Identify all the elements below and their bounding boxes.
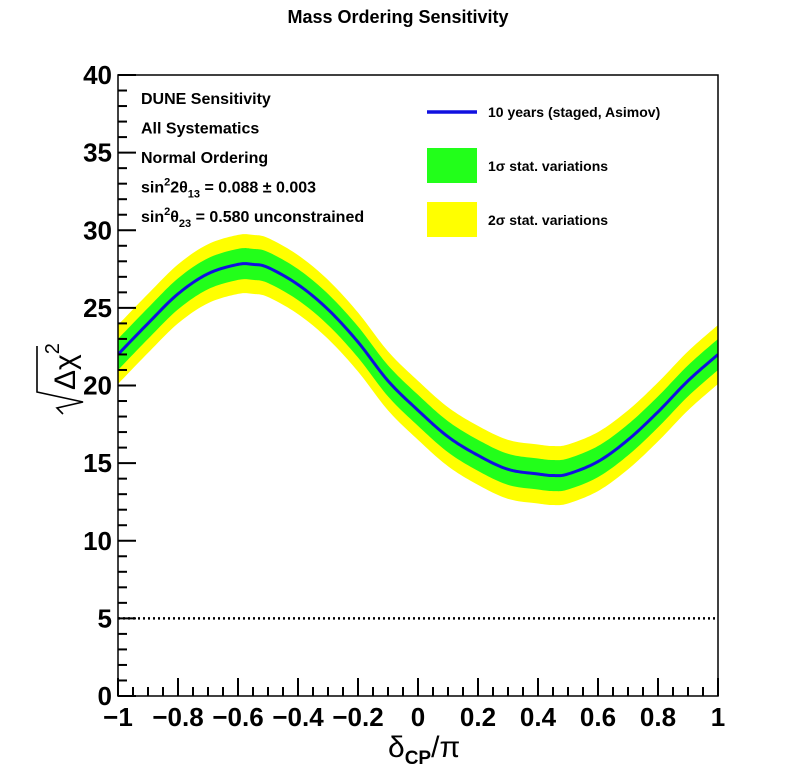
y-axis-title: Δχ2 xyxy=(36,343,84,415)
legend-swatch-2sigma xyxy=(427,202,477,237)
y-axis-title-sup: 2 xyxy=(42,343,64,354)
y-tick-label: 40 xyxy=(83,60,112,90)
sensitivity-line xyxy=(118,262,718,478)
x-tick-label: 0.2 xyxy=(460,702,496,732)
x-tick-label: 0.4 xyxy=(520,702,557,732)
x-tick-label: −1 xyxy=(103,702,133,732)
x-tick-label: 0.6 xyxy=(580,702,616,732)
annotations: DUNE Sensitivity All Systematics Normal Or… xyxy=(141,91,364,230)
x-tick-label: −0.2 xyxy=(332,702,383,732)
y-axis: 0 5 10 15 20 25 30 35 40 xyxy=(83,60,136,711)
x-axis-title-suffix: /π xyxy=(431,731,460,764)
x-tick-label: −0.4 xyxy=(272,702,324,732)
x-axis-title-sub: CP xyxy=(405,748,432,769)
legend-swatch-1sigma xyxy=(427,148,477,183)
legend-label-line: 10 years (staged, Asimov) xyxy=(488,104,660,120)
annotation-text: sin2θ23 = 0.580 unconstrained xyxy=(141,206,364,230)
chart-title: Mass Ordering Sensitivity xyxy=(287,7,508,27)
legend: 10 years (staged, Asimov) 1σ stat. variat… xyxy=(427,104,660,237)
x-tick-label: 1 xyxy=(711,702,725,732)
y-tick-label: 25 xyxy=(83,293,112,323)
y-tick-label: 30 xyxy=(83,215,112,245)
x-axis: −1 −0.8 −0.6 −0.4 −0.2 0 0.2 0.4 0.6 0.8 1 xyxy=(103,678,725,732)
annotation-text: sin22θ13 = 0.088 ± 0.003 xyxy=(141,177,316,201)
x-tick-label: −0.8 xyxy=(152,702,203,732)
annotation-text: Normal Ordering xyxy=(141,150,268,167)
x-tick-label: 0.8 xyxy=(640,702,676,732)
legend-label-2sigma: 2σ stat. variations xyxy=(488,212,608,228)
y-tick-label: 10 xyxy=(83,526,112,556)
y-tick-label: 0 xyxy=(98,681,112,711)
annotation-text: DUNE Sensitivity xyxy=(141,91,271,108)
x-axis-title: δCP/π xyxy=(388,731,460,769)
y-tick-label: 35 xyxy=(83,138,112,168)
legend-label-1sigma: 1σ stat. variations xyxy=(488,158,608,174)
y-axis-title-main: Δχ xyxy=(49,354,82,390)
x-tick-label: 0 xyxy=(411,702,425,732)
lines-layer xyxy=(118,262,718,620)
y-tick-label: 20 xyxy=(83,371,112,401)
x-axis-title-main: δ xyxy=(388,731,405,764)
sqrt-icon xyxy=(36,346,84,415)
annotation-text: All Systematics xyxy=(141,121,259,138)
y-tick-label: 15 xyxy=(83,448,112,478)
y-tick-label: 5 xyxy=(98,603,112,633)
band-1sigma xyxy=(118,248,718,492)
x-tick-label: −0.6 xyxy=(212,702,263,732)
svg-text:Δχ2: Δχ2 xyxy=(42,343,82,390)
